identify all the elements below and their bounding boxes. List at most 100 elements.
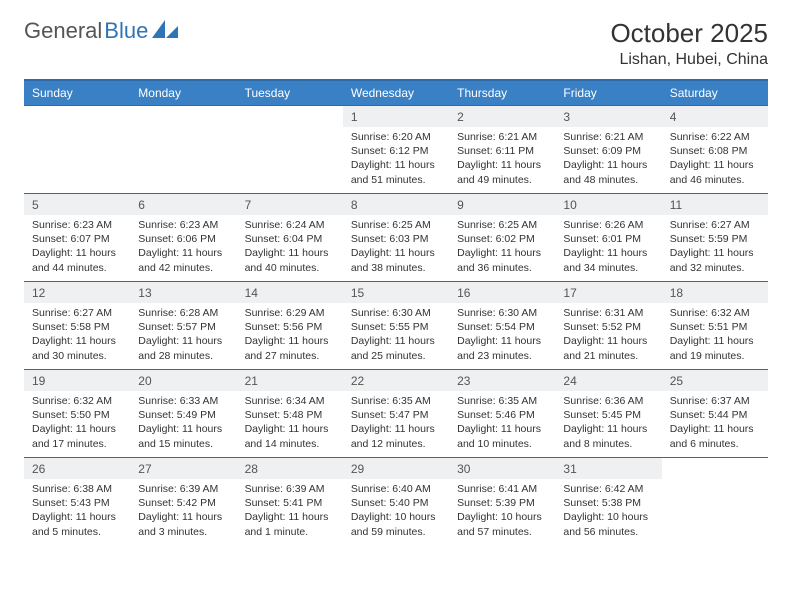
day-details: Sunrise: 6:25 AMSunset: 6:02 PMDaylight:…	[449, 215, 555, 279]
day-number: 28	[237, 458, 343, 479]
calendar-row: 12Sunrise: 6:27 AMSunset: 5:58 PMDayligh…	[24, 282, 768, 370]
location-label: Lishan, Hubei, China	[610, 51, 768, 69]
calendar-cell: 11Sunrise: 6:27 AMSunset: 5:59 PMDayligh…	[662, 194, 768, 282]
day-details: Sunrise: 6:35 AMSunset: 5:47 PMDaylight:…	[343, 391, 449, 455]
weekday-header: Sunday	[24, 80, 130, 106]
day-number: 8	[343, 194, 449, 215]
header: GeneralBlue October 2025 Lishan, Hubei, …	[24, 18, 768, 69]
calendar-cell: 24Sunrise: 6:36 AMSunset: 5:45 PMDayligh…	[555, 370, 661, 458]
brand-part2: Blue	[104, 18, 148, 44]
day-details: Sunrise: 6:30 AMSunset: 5:55 PMDaylight:…	[343, 303, 449, 367]
weekday-header: Friday	[555, 80, 661, 106]
day-details: Sunrise: 6:40 AMSunset: 5:40 PMDaylight:…	[343, 479, 449, 543]
day-number: 27	[130, 458, 236, 479]
weekday-header: Thursday	[449, 80, 555, 106]
weekday-header: Tuesday	[237, 80, 343, 106]
calendar-row: 26Sunrise: 6:38 AMSunset: 5:43 PMDayligh…	[24, 458, 768, 546]
calendar-cell: 18Sunrise: 6:32 AMSunset: 5:51 PMDayligh…	[662, 282, 768, 370]
calendar-cell: 14Sunrise: 6:29 AMSunset: 5:56 PMDayligh…	[237, 282, 343, 370]
day-number: 15	[343, 282, 449, 303]
day-number: 11	[662, 194, 768, 215]
calendar-cell: 4Sunrise: 6:22 AMSunset: 6:08 PMDaylight…	[662, 106, 768, 194]
day-details: Sunrise: 6:30 AMSunset: 5:54 PMDaylight:…	[449, 303, 555, 367]
day-details: Sunrise: 6:36 AMSunset: 5:45 PMDaylight:…	[555, 391, 661, 455]
day-details: Sunrise: 6:29 AMSunset: 5:56 PMDaylight:…	[237, 303, 343, 367]
calendar-cell: ..	[237, 106, 343, 194]
month-title: October 2025	[610, 18, 768, 49]
calendar-cell: 2Sunrise: 6:21 AMSunset: 6:11 PMDaylight…	[449, 106, 555, 194]
calendar-cell: 29Sunrise: 6:40 AMSunset: 5:40 PMDayligh…	[343, 458, 449, 546]
calendar-cell: 9Sunrise: 6:25 AMSunset: 6:02 PMDaylight…	[449, 194, 555, 282]
calendar-cell: 22Sunrise: 6:35 AMSunset: 5:47 PMDayligh…	[343, 370, 449, 458]
calendar-cell: ..	[24, 106, 130, 194]
day-details: Sunrise: 6:33 AMSunset: 5:49 PMDaylight:…	[130, 391, 236, 455]
calendar-cell: 7Sunrise: 6:24 AMSunset: 6:04 PMDaylight…	[237, 194, 343, 282]
day-number: 23	[449, 370, 555, 391]
calendar-cell: 23Sunrise: 6:35 AMSunset: 5:46 PMDayligh…	[449, 370, 555, 458]
day-number: 31	[555, 458, 661, 479]
day-details: Sunrise: 6:27 AMSunset: 5:59 PMDaylight:…	[662, 215, 768, 279]
day-number: 30	[449, 458, 555, 479]
calendar-cell: 15Sunrise: 6:30 AMSunset: 5:55 PMDayligh…	[343, 282, 449, 370]
day-number: 10	[555, 194, 661, 215]
day-number: 3	[555, 106, 661, 127]
day-number: 17	[555, 282, 661, 303]
day-details: Sunrise: 6:27 AMSunset: 5:58 PMDaylight:…	[24, 303, 130, 367]
calendar-cell: 17Sunrise: 6:31 AMSunset: 5:52 PMDayligh…	[555, 282, 661, 370]
calendar-cell: 19Sunrise: 6:32 AMSunset: 5:50 PMDayligh…	[24, 370, 130, 458]
weekday-row: SundayMondayTuesdayWednesdayThursdayFrid…	[24, 80, 768, 106]
day-details: Sunrise: 6:34 AMSunset: 5:48 PMDaylight:…	[237, 391, 343, 455]
calendar-cell: 5Sunrise: 6:23 AMSunset: 6:07 PMDaylight…	[24, 194, 130, 282]
day-details: Sunrise: 6:23 AMSunset: 6:06 PMDaylight:…	[130, 215, 236, 279]
calendar-head: SundayMondayTuesdayWednesdayThursdayFrid…	[24, 80, 768, 106]
day-details: Sunrise: 6:37 AMSunset: 5:44 PMDaylight:…	[662, 391, 768, 455]
calendar-cell: 8Sunrise: 6:25 AMSunset: 6:03 PMDaylight…	[343, 194, 449, 282]
day-number: 18	[662, 282, 768, 303]
calendar-cell: ..	[130, 106, 236, 194]
calendar-row: 19Sunrise: 6:32 AMSunset: 5:50 PMDayligh…	[24, 370, 768, 458]
calendar-cell: 31Sunrise: 6:42 AMSunset: 5:38 PMDayligh…	[555, 458, 661, 546]
day-number: 6	[130, 194, 236, 215]
calendar-cell: 3Sunrise: 6:21 AMSunset: 6:09 PMDaylight…	[555, 106, 661, 194]
title-block: October 2025 Lishan, Hubei, China	[610, 18, 768, 69]
day-number: 2	[449, 106, 555, 127]
day-details: Sunrise: 6:21 AMSunset: 6:09 PMDaylight:…	[555, 127, 661, 191]
calendar-cell: 20Sunrise: 6:33 AMSunset: 5:49 PMDayligh…	[130, 370, 236, 458]
day-number: 14	[237, 282, 343, 303]
day-details: Sunrise: 6:32 AMSunset: 5:50 PMDaylight:…	[24, 391, 130, 455]
calendar-row: ......1Sunrise: 6:20 AMSunset: 6:12 PMDa…	[24, 106, 768, 194]
calendar-cell: ..	[662, 458, 768, 546]
day-details: Sunrise: 6:41 AMSunset: 5:39 PMDaylight:…	[449, 479, 555, 543]
calendar-cell: 30Sunrise: 6:41 AMSunset: 5:39 PMDayligh…	[449, 458, 555, 546]
day-number: 21	[237, 370, 343, 391]
day-number: 12	[24, 282, 130, 303]
day-details: Sunrise: 6:28 AMSunset: 5:57 PMDaylight:…	[130, 303, 236, 367]
day-details: Sunrise: 6:24 AMSunset: 6:04 PMDaylight:…	[237, 215, 343, 279]
day-details: Sunrise: 6:25 AMSunset: 6:03 PMDaylight:…	[343, 215, 449, 279]
day-number: 4	[662, 106, 768, 127]
weekday-header: Saturday	[662, 80, 768, 106]
day-number: 22	[343, 370, 449, 391]
day-details: Sunrise: 6:26 AMSunset: 6:01 PMDaylight:…	[555, 215, 661, 279]
day-number: 13	[130, 282, 236, 303]
calendar-cell: 6Sunrise: 6:23 AMSunset: 6:06 PMDaylight…	[130, 194, 236, 282]
brand-logo: GeneralBlue	[24, 18, 178, 44]
day-number: 19	[24, 370, 130, 391]
calendar-cell: 28Sunrise: 6:39 AMSunset: 5:41 PMDayligh…	[237, 458, 343, 546]
calendar-cell: 1Sunrise: 6:20 AMSunset: 6:12 PMDaylight…	[343, 106, 449, 194]
day-number: 25	[662, 370, 768, 391]
calendar-cell: 26Sunrise: 6:38 AMSunset: 5:43 PMDayligh…	[24, 458, 130, 546]
day-details: Sunrise: 6:38 AMSunset: 5:43 PMDaylight:…	[24, 479, 130, 543]
calendar-cell: 13Sunrise: 6:28 AMSunset: 5:57 PMDayligh…	[130, 282, 236, 370]
weekday-header: Monday	[130, 80, 236, 106]
calendar-table: SundayMondayTuesdayWednesdayThursdayFrid…	[24, 79, 768, 546]
calendar-cell: 10Sunrise: 6:26 AMSunset: 6:01 PMDayligh…	[555, 194, 661, 282]
day-details: Sunrise: 6:32 AMSunset: 5:51 PMDaylight:…	[662, 303, 768, 367]
calendar-cell: 25Sunrise: 6:37 AMSunset: 5:44 PMDayligh…	[662, 370, 768, 458]
day-number: 7	[237, 194, 343, 215]
day-details: Sunrise: 6:39 AMSunset: 5:41 PMDaylight:…	[237, 479, 343, 543]
brand-part1: General	[24, 18, 102, 44]
day-details: Sunrise: 6:22 AMSunset: 6:08 PMDaylight:…	[662, 127, 768, 191]
day-number: 20	[130, 370, 236, 391]
day-details: Sunrise: 6:42 AMSunset: 5:38 PMDaylight:…	[555, 479, 661, 543]
